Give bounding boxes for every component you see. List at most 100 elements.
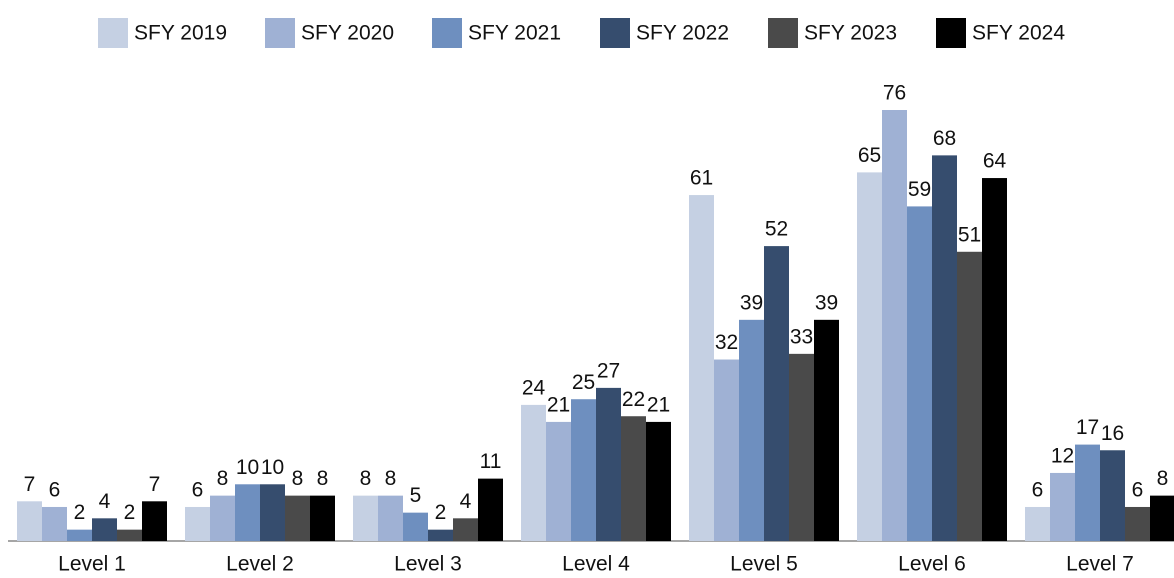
x-tick-label: Level 7 bbox=[1066, 553, 1134, 576]
data-label: 2 bbox=[124, 501, 136, 524]
bar bbox=[117, 529, 142, 541]
data-label: 25 bbox=[572, 371, 595, 394]
bar bbox=[882, 110, 907, 541]
data-label: 32 bbox=[715, 331, 738, 354]
x-tick-label: Level 2 bbox=[226, 553, 294, 576]
bar bbox=[42, 506, 67, 541]
bar bbox=[92, 518, 117, 541]
legend-label: SFY 2022 bbox=[636, 22, 729, 45]
data-label: 7 bbox=[24, 473, 36, 496]
data-label: 22 bbox=[622, 388, 645, 411]
legend-swatch bbox=[936, 18, 966, 48]
bar bbox=[789, 353, 814, 541]
bar bbox=[1125, 506, 1150, 541]
bar bbox=[857, 172, 882, 541]
x-tick-label: Level 1 bbox=[58, 553, 126, 576]
data-label: 59 bbox=[908, 178, 931, 201]
data-label: 8 bbox=[1157, 467, 1169, 490]
bar bbox=[453, 518, 478, 541]
bar bbox=[764, 246, 789, 541]
bar bbox=[932, 155, 957, 542]
data-label: 10 bbox=[236, 456, 259, 479]
bar bbox=[235, 484, 260, 541]
data-label: 8 bbox=[385, 467, 397, 490]
data-label: 8 bbox=[217, 467, 229, 490]
data-label: 21 bbox=[647, 393, 670, 416]
bar bbox=[521, 404, 546, 541]
data-label: 65 bbox=[858, 144, 881, 167]
bar bbox=[982, 178, 1007, 542]
bar bbox=[17, 501, 42, 541]
bar bbox=[353, 495, 378, 541]
bar bbox=[1050, 472, 1075, 541]
bar bbox=[285, 495, 310, 541]
bar bbox=[67, 529, 92, 541]
bar bbox=[260, 484, 285, 541]
bar bbox=[378, 495, 403, 541]
data-label: 21 bbox=[547, 393, 570, 416]
bar bbox=[571, 399, 596, 541]
data-label: 17 bbox=[1076, 416, 1099, 439]
bar bbox=[310, 495, 335, 541]
bar bbox=[621, 416, 646, 541]
bar bbox=[739, 319, 764, 541]
bar bbox=[210, 495, 235, 541]
bar bbox=[1025, 506, 1050, 541]
data-label: 7 bbox=[149, 473, 161, 496]
data-label: 24 bbox=[522, 376, 546, 399]
data-label: 33 bbox=[790, 325, 813, 348]
data-label: 52 bbox=[765, 218, 788, 241]
x-tick-label: Level 6 bbox=[898, 553, 966, 576]
data-label: 11 bbox=[480, 450, 502, 473]
data-label: 6 bbox=[1132, 479, 1144, 502]
bar bbox=[714, 359, 739, 541]
data-label: 4 bbox=[460, 490, 472, 513]
bar bbox=[689, 195, 714, 541]
data-label: 6 bbox=[192, 479, 204, 502]
data-label: 6 bbox=[1032, 479, 1044, 502]
data-label: 8 bbox=[317, 467, 329, 490]
bar bbox=[1100, 450, 1125, 541]
legend-label: SFY 2019 bbox=[134, 22, 227, 45]
x-tick-label: Level 3 bbox=[394, 553, 462, 576]
bar bbox=[907, 206, 932, 541]
data-label: 76 bbox=[883, 82, 906, 105]
data-label: 10 bbox=[261, 456, 284, 479]
data-label: 4 bbox=[99, 490, 111, 513]
data-label: 2 bbox=[74, 501, 86, 524]
bar bbox=[403, 512, 428, 541]
bar bbox=[957, 251, 982, 542]
legend-swatch bbox=[768, 18, 798, 48]
bar bbox=[478, 478, 503, 541]
legend-label: SFY 2021 bbox=[468, 22, 561, 45]
data-label: 39 bbox=[815, 291, 838, 314]
legend-label: SFY 2023 bbox=[804, 22, 897, 45]
data-label: 2 bbox=[435, 501, 447, 524]
legend-swatch bbox=[432, 18, 462, 48]
x-tick-label: Level 4 bbox=[562, 553, 630, 576]
legend-swatch bbox=[265, 18, 295, 48]
bar bbox=[596, 387, 621, 541]
data-label: 8 bbox=[292, 467, 304, 490]
bar bbox=[1075, 444, 1100, 541]
legend-swatch bbox=[600, 18, 630, 48]
x-tick-label: Level 5 bbox=[730, 553, 798, 576]
bar bbox=[1150, 495, 1174, 541]
bar bbox=[142, 501, 167, 541]
data-label: 12 bbox=[1051, 444, 1074, 467]
legend-label: SFY 2024 bbox=[972, 22, 1065, 45]
bar bbox=[646, 421, 671, 541]
bar bbox=[428, 529, 453, 541]
data-label: 27 bbox=[597, 359, 620, 382]
data-label: 64 bbox=[983, 150, 1007, 173]
data-label: 8 bbox=[360, 467, 372, 490]
data-label: 5 bbox=[410, 484, 422, 507]
data-label: 16 bbox=[1101, 422, 1124, 445]
data-label: 68 bbox=[933, 127, 956, 150]
legend-swatch bbox=[98, 18, 128, 48]
bar bbox=[546, 421, 571, 541]
data-label: 6 bbox=[49, 479, 61, 502]
data-label: 39 bbox=[740, 291, 763, 314]
data-label: 51 bbox=[958, 223, 981, 246]
